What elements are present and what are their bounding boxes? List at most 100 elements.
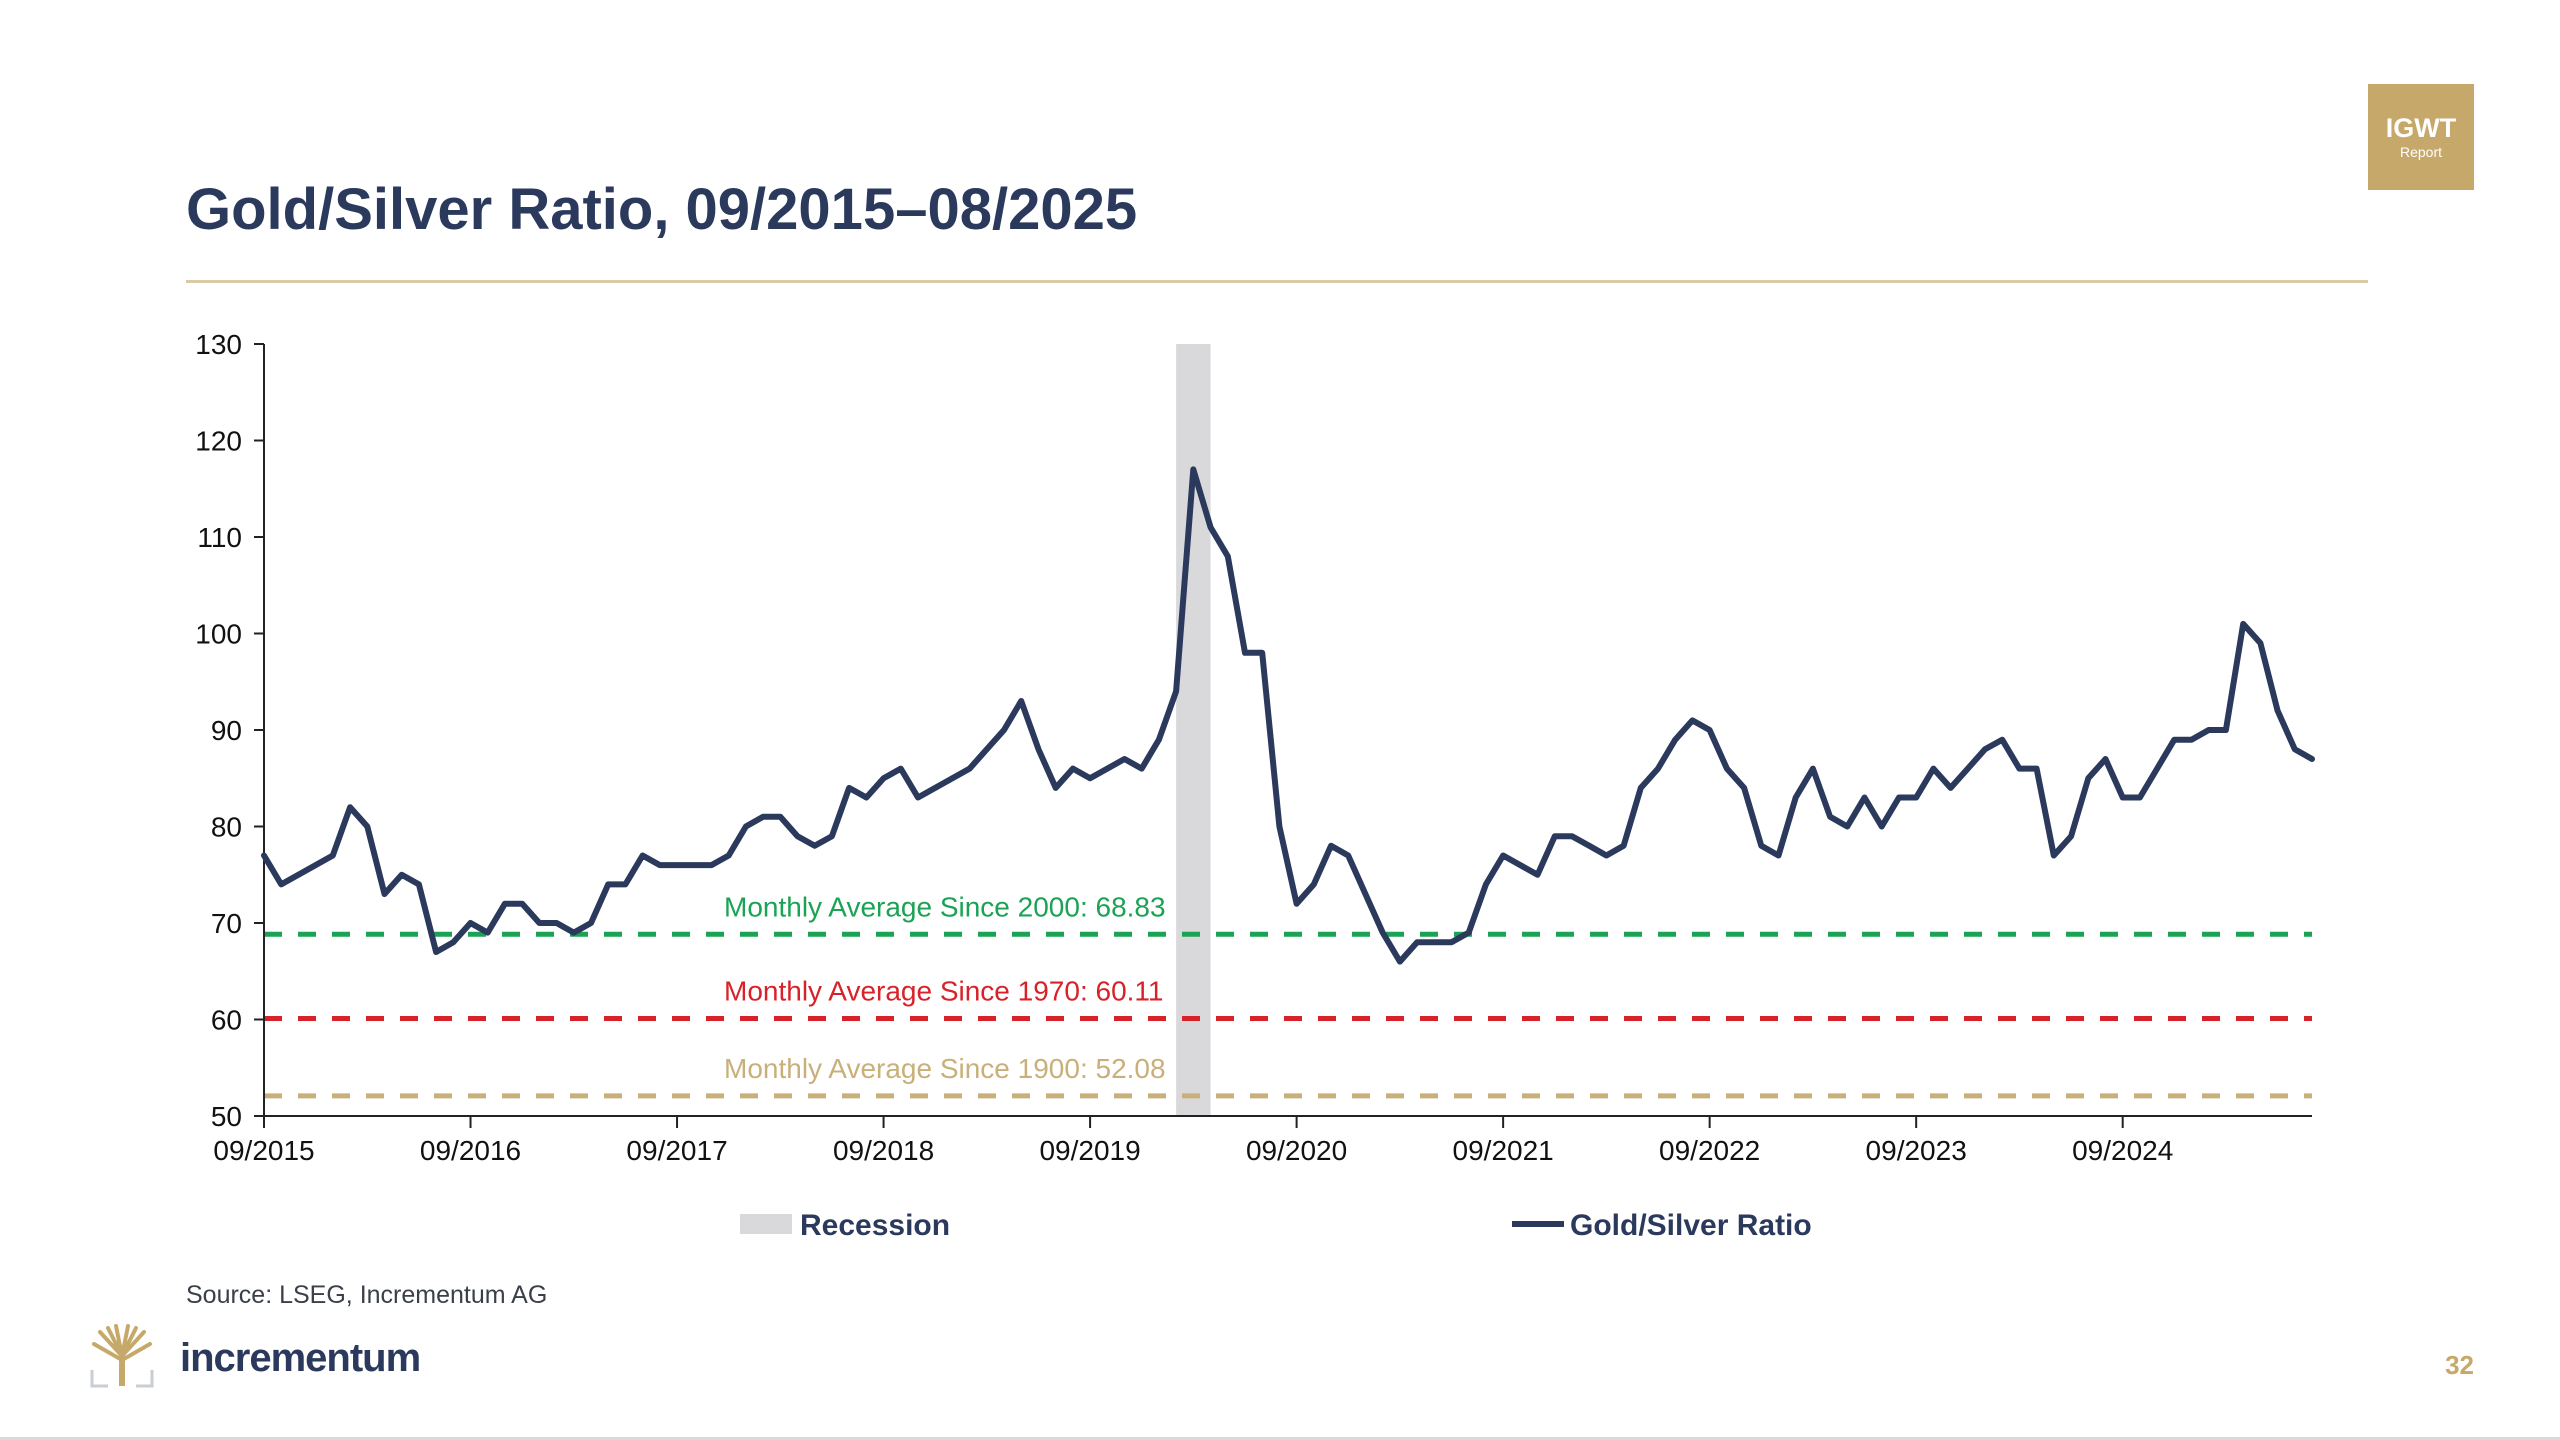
series-point-56 bbox=[1225, 553, 1231, 559]
series-point-22 bbox=[640, 852, 646, 858]
series-point-14 bbox=[502, 901, 508, 907]
series-point-11 bbox=[450, 939, 456, 945]
series-point-51 bbox=[1139, 766, 1145, 772]
y-tick-label-5: 100 bbox=[195, 619, 242, 650]
series-point-10 bbox=[433, 949, 439, 955]
series-point-47 bbox=[1070, 766, 1076, 772]
series-point-81 bbox=[1655, 766, 1661, 772]
series-point-114 bbox=[2223, 727, 2229, 733]
series-point-94 bbox=[1879, 824, 1885, 829]
series-point-75 bbox=[1552, 833, 1558, 839]
series-point-17 bbox=[554, 920, 560, 926]
incrementum-logo: incrementum bbox=[86, 1322, 421, 1394]
series-point-5 bbox=[347, 804, 353, 810]
bottom-divider bbox=[0, 1437, 2560, 1440]
series-point-66 bbox=[1397, 959, 1403, 965]
series-point-80 bbox=[1638, 785, 1644, 791]
series-point-40 bbox=[949, 775, 955, 781]
series-point-28 bbox=[743, 824, 749, 829]
series-point-1 bbox=[278, 881, 284, 887]
series-point-95 bbox=[1896, 795, 1902, 801]
series-point-39 bbox=[932, 785, 938, 791]
series-point-106 bbox=[2085, 775, 2091, 781]
series-point-112 bbox=[2189, 737, 2195, 743]
series-point-31 bbox=[795, 833, 801, 839]
series-point-55 bbox=[1208, 524, 1214, 530]
series-point-100 bbox=[1982, 746, 1988, 752]
series-point-103 bbox=[2034, 766, 2040, 772]
series-point-78 bbox=[1603, 852, 1609, 858]
series-point-4 bbox=[330, 852, 336, 858]
x-tick-label-1: 09/2016 bbox=[420, 1135, 521, 1166]
series-point-12 bbox=[468, 920, 474, 926]
series-point-88 bbox=[1775, 852, 1781, 858]
y-tick-label-0: 50 bbox=[211, 1101, 242, 1132]
series-point-35 bbox=[863, 795, 869, 801]
title-divider bbox=[186, 280, 2368, 283]
series-point-116 bbox=[2257, 640, 2263, 646]
recession-band bbox=[1176, 344, 1211, 1116]
badge-title: IGWT bbox=[2385, 113, 2457, 143]
reference-label-0: Monthly Average Since 2000: 68.83 bbox=[724, 891, 1166, 922]
series-point-118 bbox=[2292, 746, 2298, 752]
x-tick-label-2: 09/2017 bbox=[626, 1135, 727, 1166]
series-point-93 bbox=[1862, 795, 1868, 801]
legend-series-label: Gold/Silver Ratio bbox=[1570, 1209, 1812, 1242]
x-tick-label-8: 09/2023 bbox=[1866, 1135, 1967, 1166]
logo-wordmark: incrementum bbox=[180, 1335, 421, 1380]
x-tick-label-9: 09/2024 bbox=[2072, 1135, 2173, 1166]
series-point-29 bbox=[760, 814, 766, 820]
series-point-62 bbox=[1328, 843, 1334, 849]
x-tick-label-4: 09/2019 bbox=[1039, 1135, 1140, 1166]
series-point-42 bbox=[984, 746, 990, 752]
series-point-27 bbox=[726, 852, 732, 858]
series-point-79 bbox=[1621, 843, 1627, 849]
series-point-3 bbox=[313, 862, 319, 868]
series-point-90 bbox=[1810, 766, 1816, 772]
series-point-105 bbox=[2068, 833, 2074, 839]
series-point-65 bbox=[1380, 930, 1386, 936]
chart-title: Gold/Silver Ratio, 09/2015–08/2025 bbox=[186, 177, 1138, 242]
series-point-23 bbox=[657, 862, 663, 868]
series-point-74 bbox=[1535, 872, 1541, 878]
series-point-18 bbox=[571, 930, 577, 936]
series-point-6 bbox=[364, 824, 370, 829]
series-point-7 bbox=[381, 891, 387, 897]
series-point-82 bbox=[1672, 737, 1678, 743]
gold-silver-ratio-chart: Monthly Average Since 2000: 68.83 Monthly… bbox=[195, 329, 2315, 1242]
series-point-69 bbox=[1448, 939, 1454, 945]
reference-lines-layer: Monthly Average Since 2000: 68.83 Monthly… bbox=[264, 891, 2312, 1099]
legend-recession-swatch bbox=[740, 1214, 792, 1234]
series-point-111 bbox=[2171, 737, 2177, 743]
x-tick-label-5: 09/2020 bbox=[1246, 1135, 1347, 1166]
series-point-110 bbox=[2154, 766, 2160, 772]
series-point-58 bbox=[1259, 650, 1265, 656]
series-point-108 bbox=[2120, 795, 2126, 801]
series-point-107 bbox=[2102, 756, 2108, 762]
series-point-37 bbox=[898, 766, 904, 772]
series-point-89 bbox=[1793, 795, 1799, 801]
x-tick-label-7: 09/2022 bbox=[1659, 1135, 1760, 1166]
series-point-57 bbox=[1242, 650, 1248, 656]
series-point-44 bbox=[1018, 698, 1024, 704]
reference-label-2: Monthly Average Since 1900: 52.08 bbox=[724, 1053, 1166, 1084]
badge-subtitle: Report bbox=[2399, 144, 2443, 160]
series-point-109 bbox=[2137, 795, 2143, 801]
series-point-73 bbox=[1517, 862, 1523, 868]
series-point-2 bbox=[295, 872, 301, 878]
series-point-85 bbox=[1724, 766, 1730, 772]
series-point-15 bbox=[519, 901, 525, 907]
legend-recession-label: Recession bbox=[800, 1209, 950, 1242]
series-point-98 bbox=[1948, 785, 1954, 791]
x-tick-label-0: 09/2015 bbox=[213, 1135, 314, 1166]
series-point-32 bbox=[812, 843, 818, 849]
series-point-8 bbox=[399, 872, 405, 878]
series-point-99 bbox=[1965, 766, 1971, 772]
series-point-83 bbox=[1689, 717, 1695, 723]
series-point-102 bbox=[2016, 766, 2022, 772]
series-point-25 bbox=[691, 862, 697, 868]
series-point-113 bbox=[2206, 727, 2212, 733]
series-point-46 bbox=[1053, 785, 1059, 791]
y-tick-label-1: 60 bbox=[211, 1005, 242, 1036]
reference-label-1: Monthly Average Since 1970: 60.11 bbox=[724, 975, 1164, 1006]
